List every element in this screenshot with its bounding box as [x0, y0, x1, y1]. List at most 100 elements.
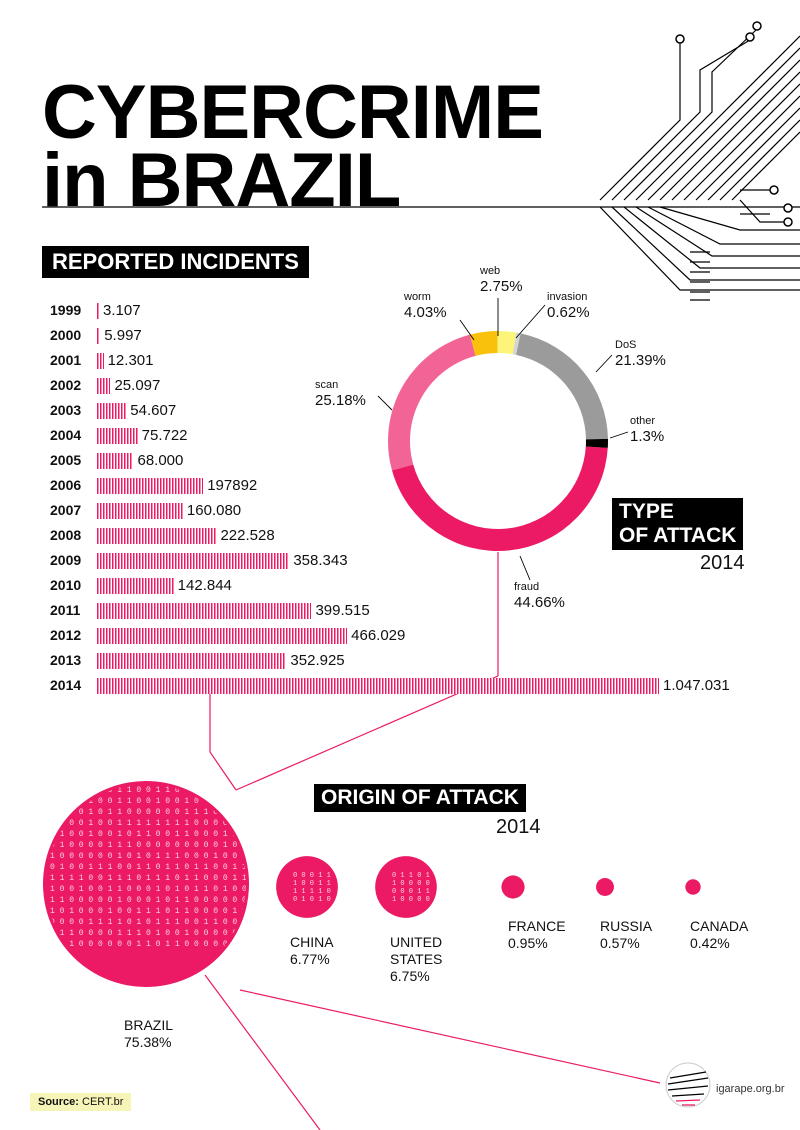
bar-year-label: 2013 [50, 652, 82, 668]
origin-bubble-brazil [43, 781, 249, 987]
source-value: CERT.br [82, 1096, 124, 1108]
origin-bubble-canada [685, 879, 701, 895]
connector-lines [204, 552, 661, 1130]
incident-bar [97, 453, 134, 469]
binary-texture-small: 0 1 1 0 1 1 0 0 0 0 0 0 0 1 1 1 0 0 0 0 [392, 872, 430, 904]
donut-slice-worm [469, 331, 498, 356]
bar-year-label: 2006 [50, 477, 82, 493]
svg-text:1 0 0 0 0 0 0 1 0 1 0 1 1 1 0: 1 0 0 0 0 0 0 1 0 1 0 1 1 1 0 0 0 1 0 0 … [50, 852, 257, 861]
svg-text:1 1 1 1 0: 1 1 1 1 0 [293, 888, 331, 896]
donut-label-worm: worm 4.03% [404, 291, 447, 321]
donut-slice-other [585, 438, 608, 448]
incident-bar [97, 603, 312, 619]
bar-year-label: 1999 [50, 302, 82, 318]
bar-year-label: 2014 [50, 677, 82, 693]
svg-text:1 0 0 1 0 0 1 1 0 0 0 1 0 1 0: 1 0 0 1 0 0 1 1 0 0 0 1 0 1 0 1 1 0 1 0 … [50, 885, 257, 894]
circuit-graphic [42, 29, 800, 301]
bar-year-label: 2008 [50, 527, 82, 543]
donut-slice-invasion [512, 332, 521, 355]
source-note: Source: CERT.br [30, 1093, 132, 1111]
type-of-attack-donut [388, 331, 608, 551]
donut-label-scan: scan 25.18% [315, 379, 366, 409]
incident-bar [97, 628, 348, 644]
svg-text:1 0 0 0 0: 1 0 0 0 0 [392, 880, 430, 888]
origin-bubble-france [501, 875, 525, 899]
svg-text:0 1 0 0 0 0 1 1 1 0 0 0 0 0 0: 0 1 0 0 0 0 1 1 1 0 0 0 0 0 0 0 0 0 1 0 … [50, 841, 257, 850]
donut-slice-web [497, 331, 517, 355]
bar-value-label: 160.080 [186, 502, 242, 519]
donut-slice-dos [516, 333, 608, 440]
bar-year-label: 2000 [50, 327, 82, 343]
bar-year-label: 2003 [50, 402, 82, 418]
svg-text:1 1 0 0 0 0 0 1 0 0 0 1 0 1 1: 1 1 0 0 0 0 0 1 0 0 0 1 0 1 1 0 0 0 0 0 … [50, 896, 257, 905]
bar-year-label: 2012 [50, 627, 82, 643]
incident-bar [97, 403, 127, 419]
bar-year-label: 2004 [50, 427, 82, 443]
bar-value-label: 75.722 [141, 427, 188, 444]
country-label-us: UNITED STATES 6.75% [390, 934, 443, 984]
type-of-attack-heading: TYPE OF ATTACK [612, 498, 744, 550]
reported-incidents-heading: REPORTED INCIDENTS [42, 246, 309, 278]
donut-slice-fraud [392, 446, 608, 551]
bar-year-label: 2001 [50, 352, 82, 368]
bar-value-label: 68.000 [137, 452, 184, 469]
svg-text:1 0 0 0 0: 1 0 0 0 0 [392, 896, 430, 904]
site-url: igarape.org.br [716, 1083, 785, 1095]
bar-value-label: 466.029 [351, 627, 406, 644]
donut-label-web: web 2.75% [480, 265, 523, 295]
bar-value-label: 25.097 [114, 377, 161, 394]
country-label-russia: RUSSIA 0.57% [600, 918, 653, 951]
svg-text:0 1 0 0 1 1 1 0 0 1 1 0 1 1 0: 0 1 0 0 1 1 1 0 0 1 1 0 1 1 0 1 1 0 0 1 … [50, 863, 257, 872]
svg-text:1 1 0 0 1 0 0 1 1 0 0 1 0 0 1: 1 1 0 0 1 0 0 1 1 0 0 1 0 0 1 0 0 1 0 0 … [50, 797, 257, 806]
type-of-attack-line1: TYPE [619, 500, 674, 523]
circuit-node-icons [675, 21, 793, 227]
bar-value-label: 54.607 [130, 402, 177, 419]
type-of-attack-year: 2014 [700, 552, 745, 574]
origin-of-attack-heading: ORIGIN OF ATTACK [314, 784, 526, 812]
donut-label-fraud: fraud 44.66% [514, 581, 565, 611]
svg-text:0 1 1 0 1: 0 1 1 0 1 [392, 872, 430, 880]
bar-year-label: 2009 [50, 552, 82, 568]
bar-value-label: 358.343 [293, 552, 348, 569]
binary-texture-small: 0 0 0 1 1 1 0 0 1 1 1 1 1 1 0 0 1 0 1 0 [293, 872, 331, 904]
incident-bar [97, 578, 174, 594]
country-label-france: FRANCE 0.95% [508, 918, 566, 951]
bar-year-label: 2007 [50, 502, 82, 518]
incident-bar [97, 428, 138, 444]
origin-bubble-united-states [375, 856, 437, 918]
bar-year-label: 2002 [50, 377, 82, 393]
donut-slice-scan [388, 334, 476, 471]
svg-text:0 1 0 0 1 0 0 1 0 1 1 0 0 1 1: 0 1 0 0 1 0 0 1 0 1 1 0 0 1 1 0 0 0 1 1 … [50, 830, 257, 839]
source-label: Source: [38, 1096, 79, 1108]
bar-year-label: 2005 [50, 452, 82, 468]
igarape-logo-icon [665, 1062, 711, 1108]
svg-text:0 0 0 1 1: 0 0 0 1 1 [392, 888, 430, 896]
origin-bubble-russia [596, 878, 614, 896]
bar-value-label: 222.528 [220, 527, 275, 544]
origin-of-attack-year: 2014 [496, 816, 541, 838]
incident-bar [97, 653, 287, 669]
svg-text:0 0 0 0 1 0 0 1 1 1 1 1 1 1 1: 0 0 0 0 1 0 0 1 1 1 1 1 1 1 1 0 0 0 0 0 … [50, 819, 257, 828]
svg-text:1 0 1 0 0 0 1 0 0 1 1 1 0 1 1: 1 0 1 0 0 0 1 0 0 1 1 1 0 1 1 0 0 0 0 1 … [50, 907, 257, 916]
svg-text:1 0 0 1 1: 1 0 0 1 1 [293, 880, 331, 888]
bar-value-label: 399.515 [315, 602, 370, 619]
incident-bar [97, 303, 99, 319]
incident-bar [97, 478, 204, 494]
bar-value-label: 12.301 [107, 352, 154, 369]
type-of-attack-line2: OF ATTACK [619, 524, 737, 547]
country-label-canada: CANADA 0.42% [690, 918, 749, 951]
bar-value-label: 142.844 [177, 577, 232, 594]
page-title-line2: in BRAZIL [42, 138, 401, 223]
donut-label-other: other 1.3% [630, 415, 665, 445]
incident-bar [97, 553, 290, 569]
country-label-china: CHINA 6.77% [290, 934, 334, 967]
bar-value-label: 3.107 [103, 302, 141, 319]
incident-bar [97, 353, 104, 369]
bar-value-label: 1.047.031 [663, 677, 730, 694]
bar-value-label: 197892 [207, 477, 258, 494]
incident-bar [97, 503, 183, 519]
donut-label-invasion: invasion 0.62% [547, 291, 590, 321]
